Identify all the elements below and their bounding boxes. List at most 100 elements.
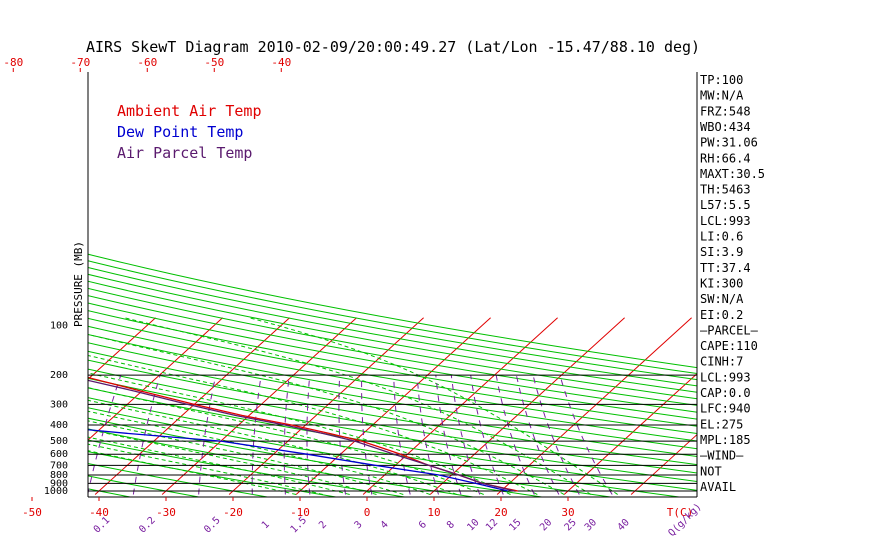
mixing-ratio-label: 6 — [417, 519, 429, 531]
legend-item: Ambient Air Temp — [117, 102, 262, 120]
index-item: TP:100 — [700, 73, 743, 87]
dry-adiabat-line — [88, 377, 697, 483]
mixing-ratio-line — [198, 375, 217, 495]
pressure-tick-label: 500 — [50, 436, 68, 447]
moist-adiabat-line — [88, 443, 324, 495]
index-item: SW:N/A — [700, 292, 744, 306]
pressure-tick-label: 900 — [50, 478, 68, 489]
isotherm-line — [88, 317, 223, 441]
y-axis-label: PRESSURE (MB) — [72, 241, 85, 327]
series-air-parcel-temp — [88, 379, 515, 492]
mixing-ratio-line — [495, 375, 535, 495]
mixing-ratio-line — [88, 375, 122, 495]
legend-item: Dew Point Temp — [117, 123, 243, 141]
mixing-ratio-line — [283, 375, 290, 495]
bottom-temp-tick-label: 20 — [494, 506, 507, 519]
index-item: NOT — [700, 464, 722, 478]
bottom-temp-tick-label: -10 — [290, 506, 310, 519]
legend-item: Air Parcel Temp — [117, 144, 252, 162]
dry-adiabat-line — [88, 359, 697, 466]
moist-adiabat-line — [88, 354, 538, 495]
top-temp-tick-label: -80 — [3, 56, 23, 69]
index-item: KI:300 — [700, 276, 743, 290]
isotherm-line — [765, 318, 870, 495]
series-layer — [88, 376, 518, 492]
index-item: PW:31.06 — [700, 136, 758, 150]
pressure-tick-label: 1000 — [44, 486, 68, 497]
mixing-ratio-label: 15 — [507, 517, 523, 533]
bottom-temp-tick-label: 0 — [364, 506, 371, 519]
mixing-ratio-line — [515, 375, 560, 495]
mixing-ratio-line — [251, 375, 262, 495]
dry-adiabat-line — [88, 260, 697, 375]
index-item: LCL:993 — [700, 370, 751, 384]
moist-adiabat-line — [88, 372, 511, 495]
mixing-ratio-label: 0.5 — [202, 515, 223, 536]
isotherm-line — [429, 317, 625, 495]
mixing-ratio-line — [338, 375, 346, 495]
pressure-tick-label: 300 — [50, 399, 68, 410]
index-item: RH:66.4 — [700, 151, 751, 165]
dry-adiabat-line — [88, 273, 697, 387]
bottom-temp-tick-label: 30 — [561, 506, 574, 519]
mixing-ratio-label: 3 — [353, 519, 365, 531]
dry-adiabat-line — [88, 342, 697, 450]
pressure-tick-label: 600 — [50, 449, 68, 460]
index-item: —WIND— — [700, 449, 744, 463]
moist-adiabat-line — [88, 333, 565, 495]
dry-adiabat-line — [88, 350, 697, 458]
moist-adiabat-line — [88, 399, 458, 495]
mixing-ratio-label: 30 — [583, 517, 599, 533]
mixing-ratio-label: 1 — [260, 519, 272, 531]
index-item: MW:N/A — [700, 89, 744, 103]
chart-title: AIRS SkewT Diagram 2010-02-09/20:00:49.2… — [86, 38, 700, 56]
series-dew-point-temp — [88, 429, 508, 492]
moist-adiabat-line — [88, 436, 350, 495]
pressure-tick-label: 800 — [50, 470, 68, 481]
bottom-temp-tick-label: -40 — [89, 506, 109, 519]
mixing-ratio-line — [306, 375, 311, 495]
mixing-ratio-line — [450, 375, 481, 495]
mixing-ratio-label: 0.2 — [137, 515, 158, 536]
index-item: LI:0.6 — [700, 230, 743, 244]
mixing-ratio-line — [470, 375, 504, 495]
index-item: L57:5.5 — [700, 198, 751, 212]
dry-adiabat-line — [88, 266, 697, 381]
mixing-ratio-label: 12 — [484, 517, 500, 533]
moist-adiabat-line — [249, 317, 618, 495]
index-item: EI:0.2 — [700, 308, 743, 322]
mixing-ratio-line — [361, 375, 373, 495]
moist-adiabat-line — [88, 387, 484, 495]
index-item: LFC:940 — [700, 402, 751, 416]
mixing-ratio-label: 8 — [445, 519, 457, 531]
pressure-tick-label: 200 — [50, 370, 68, 381]
mixing-ratio-label: 40 — [616, 517, 632, 533]
mixing-ratio-label: 25 — [563, 517, 579, 533]
index-item: SI:3.9 — [700, 245, 743, 259]
index-item: FRZ:548 — [700, 104, 751, 118]
bottom-temp-tick-label: -20 — [223, 506, 243, 519]
bottom-temp-unit-label: T(C) — [667, 506, 694, 519]
pressure-tick-label: 700 — [50, 460, 68, 471]
mixing-ratio-line — [532, 375, 580, 495]
moist-adiabat-line — [88, 420, 404, 495]
index-item: AVAIL — [700, 480, 736, 494]
top-temp-tick-label: -60 — [137, 56, 157, 69]
index-item: CAP:0.0 — [700, 386, 751, 400]
index-item: TH:5463 — [700, 183, 751, 197]
index-item: CINH:7 — [700, 355, 743, 369]
mixing-ratio-label: 20 — [538, 517, 554, 533]
bottom-temp-tick-label: -50 — [22, 506, 42, 519]
pressure-tick-label: 100 — [50, 320, 68, 331]
bottom-temp-tick-label: -30 — [156, 506, 176, 519]
mixing-ratio-line — [435, 375, 462, 495]
index-item: CAPE:110 — [700, 339, 758, 353]
index-item: MPL:185 — [700, 433, 751, 447]
isotherm-line — [161, 317, 357, 495]
mixing-ratio-line — [132, 375, 161, 495]
isotherm-line — [88, 317, 89, 319]
dry-adiabat-line — [88, 407, 615, 497]
legend: Ambient Air Temp Dew Point Temp Air Parcel… — [117, 102, 262, 162]
